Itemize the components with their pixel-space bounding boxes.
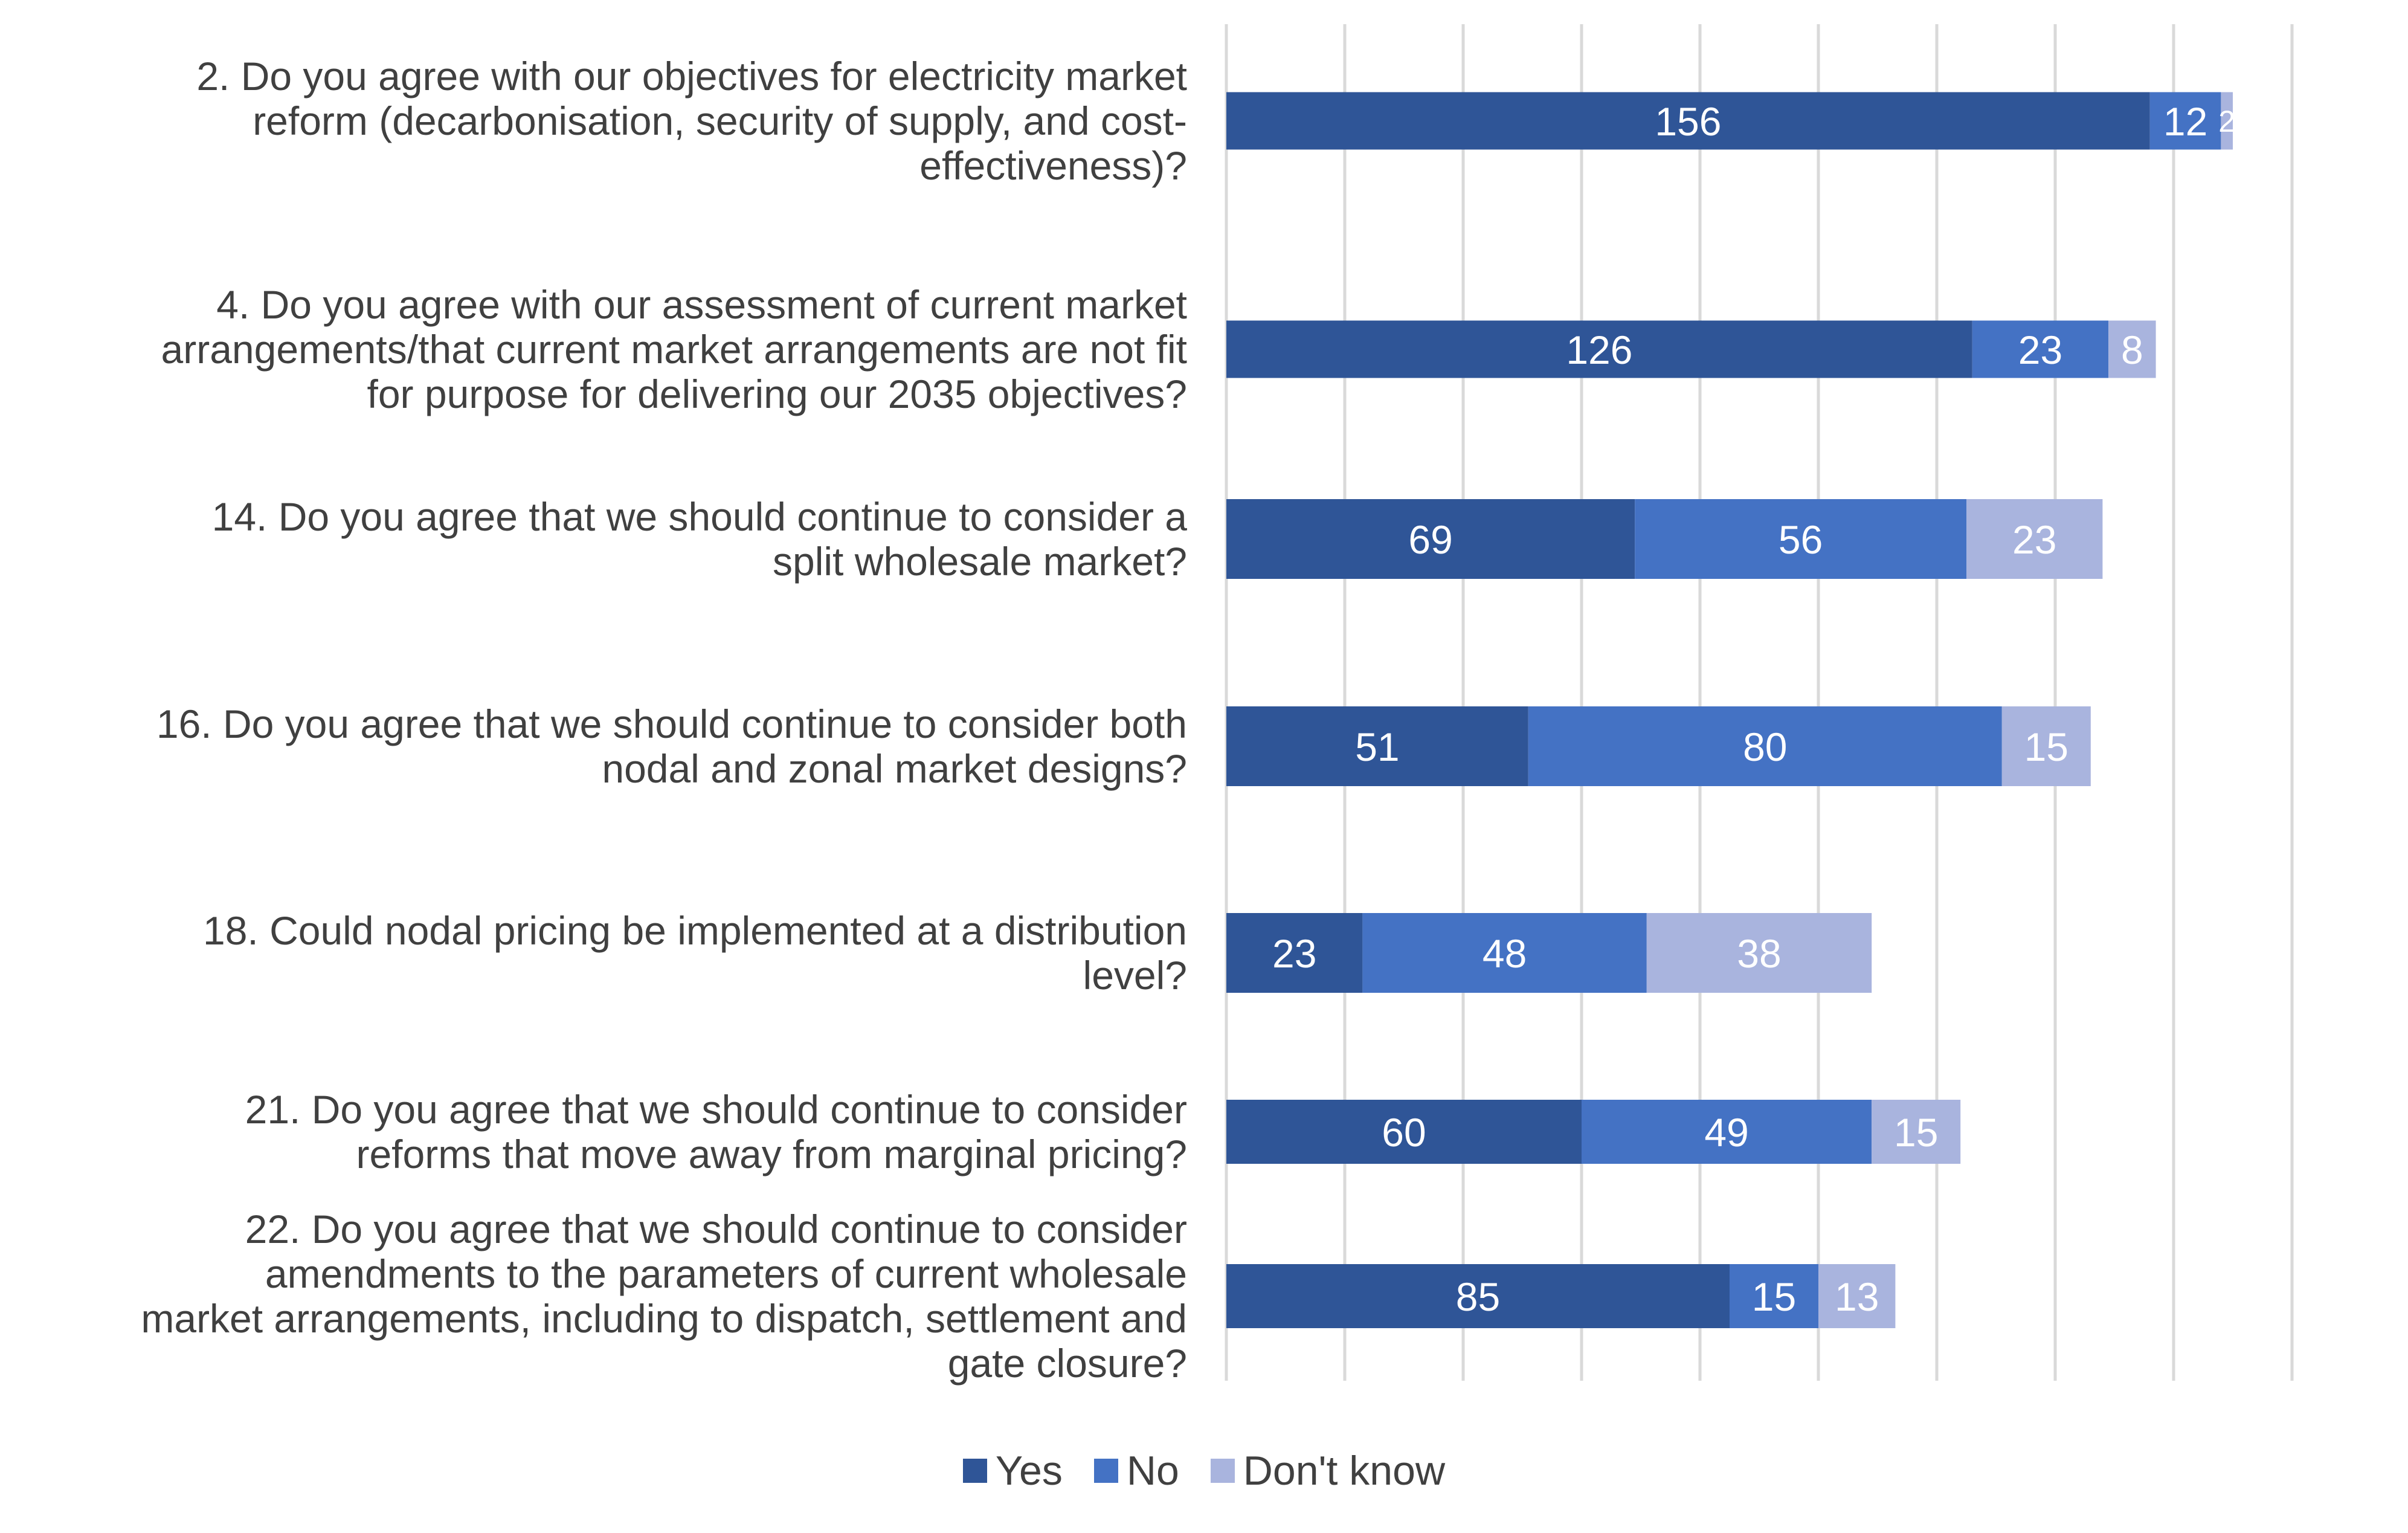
bar-segment [1226,1100,1582,1164]
legend-swatch-dont-know [1210,1459,1235,1483]
category-label-line: gate closure? [948,1341,1187,1386]
category-label: 22. Do you agree that we should continue… [141,1207,1187,1386]
legend-swatch-yes [962,1459,987,1483]
bar-segment [1972,320,2109,378]
bar-segment [1646,913,1872,993]
bar-segment [1226,499,1635,579]
data-label: 23 [2018,328,2062,372]
category-label-line: market arrangements, including to dispat… [141,1296,1187,1341]
data-label: 2 [2218,105,2235,138]
legend: Yes No Don't know [0,1447,2408,1494]
data-label: 15 [2024,725,2068,769]
category-label-line: 4. Do you agree with our assessment of c… [216,282,1187,327]
data-label: 51 [1355,725,1399,769]
data-label: 15 [1894,1110,1938,1155]
data-label: 60 [1382,1110,1426,1155]
data-label: 23 [1272,931,1316,976]
bar-segment [2108,320,2156,378]
category-label-line: 22. Do you agree that we should continue… [245,1207,1187,1251]
data-label: 48 [1482,931,1527,976]
bar-segment [1226,706,1528,786]
bar-segment [1635,499,1966,579]
gridlines [1225,24,2294,1381]
category-label: 4. Do you agree with our assessment of c… [161,282,1187,416]
category-labels: 2. Do you agree with our objectives for … [141,54,1187,1386]
legend-label-yes: Yes [995,1448,1063,1494]
legend-label-dont-know: Don't know [1243,1448,1446,1494]
bar-segment [1226,92,2150,150]
bar-segment [1226,913,1363,993]
category-label-line: 16. Do you agree that we should continue… [156,702,1187,746]
category-label-line: nodal and zonal market designs? [602,746,1187,791]
bar-segment [1966,499,2103,579]
category-label-line: level? [1083,953,1187,998]
data-label: 15 [1752,1274,1796,1319]
bar-segment [1730,1264,1818,1328]
category-label-line: 18. Could nodal pricing be implemented a… [203,908,1187,953]
category-label: 14. Do you agree that we should continue… [212,494,1188,584]
data-label: 38 [1737,931,1781,976]
data-label: 13 [1835,1274,1879,1319]
bar-segment [2221,92,2233,150]
bar-segment [1818,1264,1896,1328]
bars: 156 12 2 126 23 8 69 56 23 51 80 15 23 48 38 60 49 15 85 15… [1226,92,2235,1328]
bar-segment [1528,706,2002,786]
data-label: 69 [1408,517,1452,562]
bar-segment [2001,706,2091,786]
data-label: 156 [1655,99,1721,144]
legend-swatch-no [1093,1459,1118,1483]
legend-item-yes: Yes [962,1447,1063,1494]
category-label: 16. Do you agree that we should continue… [156,702,1187,791]
bar-segment [1872,1100,1961,1164]
data-label: 12 [2163,99,2207,144]
data-label: 80 [1743,725,1787,769]
category-label-line: for purpose for delivering our 2035 obje… [367,372,1187,416]
bar-segment [2149,92,2221,150]
data-label: 23 [2012,517,2056,562]
bar-segment [1226,320,1972,378]
data-label: 49 [1704,1110,1748,1155]
category-label: 21. Do you agree that we should continue… [245,1087,1187,1176]
legend-item-dont-know: Don't know [1210,1447,1446,1494]
category-label-line: 21. Do you agree that we should continue… [245,1087,1187,1132]
category-label-line: amendments to the parameters of current … [265,1251,1187,1296]
category-label-line: 14. Do you agree that we should continue… [212,494,1188,539]
category-label-line: split wholesale market? [773,539,1187,584]
category-label: 18. Could nodal pricing be implemented a… [203,908,1187,998]
category-label-line: reforms that move away from marginal pri… [356,1132,1188,1176]
bar-segment [1362,913,1647,993]
category-label-line: arrangements/that current market arrange… [161,327,1187,372]
category-label-line: effectiveness)? [919,143,1187,188]
data-label: 126 [1566,328,1632,372]
legend-label-no: No [1126,1448,1179,1494]
data-label: 85 [1456,1274,1500,1319]
bar-segment [1582,1100,1872,1164]
data-label: 56 [1779,517,1823,562]
data-label: 8 [2121,328,2143,372]
category-label-line: reform (decarbonisation, security of sup… [253,98,1187,143]
bar-segment [1226,1264,1730,1328]
category-label-line: 2. Do you agree with our objectives for … [196,54,1187,98]
legend-item-no: No [1093,1447,1179,1494]
category-label: 2. Do you agree with our objectives for … [196,54,1187,188]
